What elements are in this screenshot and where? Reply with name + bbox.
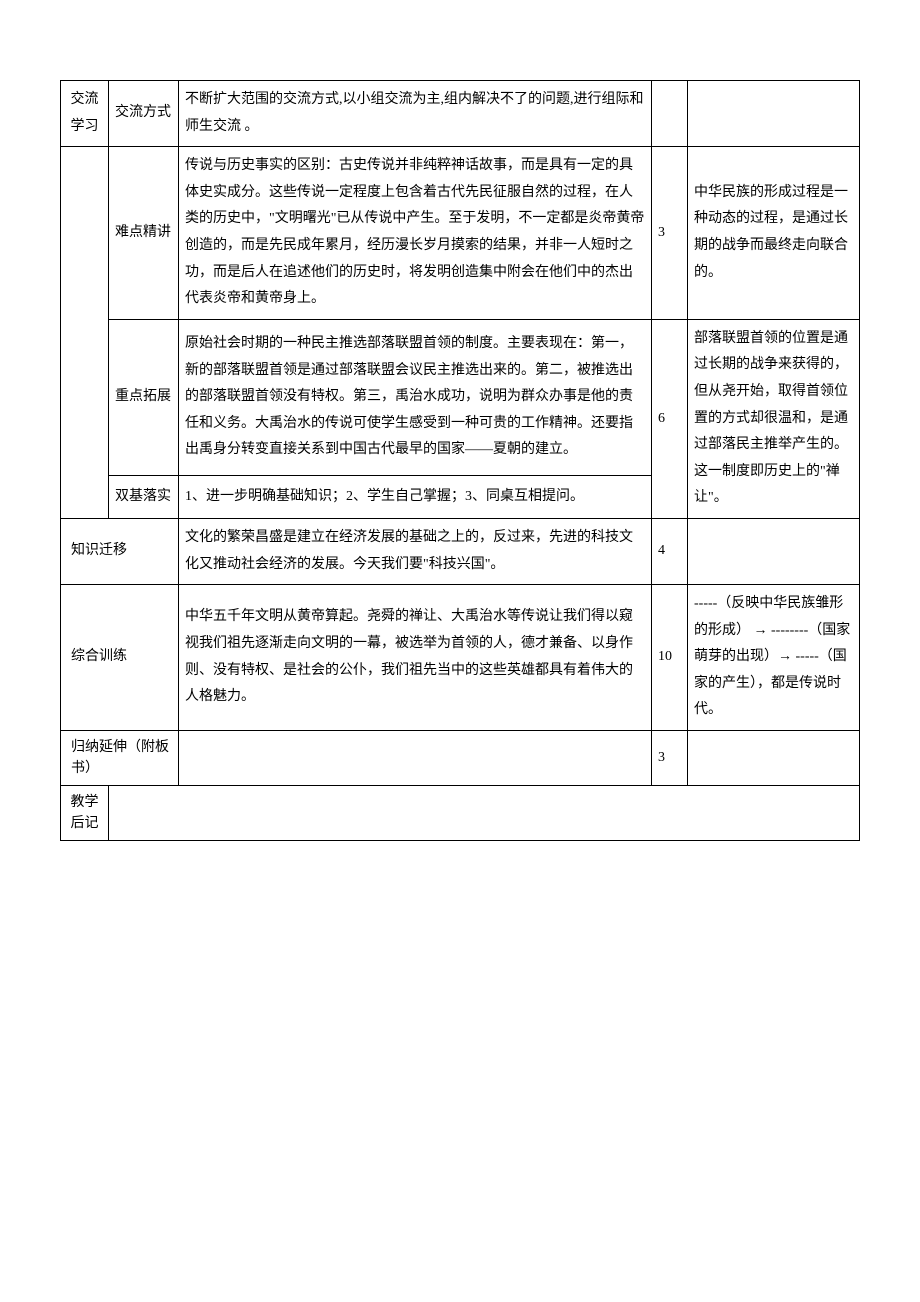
cell-note: 部落联盟首领的位置是通过长期的战争来获得的，但从尧开始，取得首领位置的方式却很温… xyxy=(688,319,860,518)
cell-content: 传说与历史事实的区别：古史传说并非纯粹神话故事，而是具有一定的具体史实成分。这些… xyxy=(179,147,652,320)
cell-time: 3 xyxy=(652,147,688,320)
cell-section-merged: 综合训练 xyxy=(61,585,179,731)
cell-section: 交流学习 xyxy=(61,81,109,147)
cell-section: 教学后记 xyxy=(61,786,109,841)
cell-label: 交流方式 xyxy=(109,81,179,147)
cell-label: 重点拓展 xyxy=(109,319,179,476)
cell-content-full xyxy=(109,786,860,841)
cell-content: 1、进一步明确基础知识；2、学生自己掌握；3、同桌互相提问。 xyxy=(179,476,652,519)
cell-content: 原始社会时期的一种民主推选部落联盟首领的制度。主要表现在：第一，新的部落联盟首领… xyxy=(179,319,652,476)
table-row: 教学后记 xyxy=(61,786,860,841)
table-row: 难点精讲 传说与历史事实的区别：古史传说并非纯粹神话故事，而是具有一定的具体史实… xyxy=(61,147,860,320)
cell-section xyxy=(61,147,109,519)
cell-time: 3 xyxy=(652,731,688,786)
cell-note xyxy=(688,81,860,147)
cell-section-merged: 知识迁移 xyxy=(61,518,179,584)
table-row: 知识迁移 文化的繁荣昌盛是建立在经济发展的基础之上的，反过来，先进的科技文化又推… xyxy=(61,518,860,584)
cell-section-merged: 归纳延伸（附板书） xyxy=(61,731,179,786)
cell-content xyxy=(179,731,652,786)
cell-label: 难点精讲 xyxy=(109,147,179,320)
cell-content: 中华五千年文明从黄帝算起。尧舜的禅让、大禹治水等传说让我们得以窥视我们祖先逐渐走… xyxy=(179,585,652,731)
table-row: 重点拓展 原始社会时期的一种民主推选部落联盟首领的制度。主要表现在：第一，新的部… xyxy=(61,319,860,476)
cell-note: 中华民族的形成过程是一种动态的过程，是通过长期的战争而最终走向联合的。 xyxy=(688,147,860,320)
cell-label: 双基落实 xyxy=(109,476,179,519)
lesson-plan-table: 交流学习 交流方式 不断扩大范围的交流方式,以小组交流为主,组内解决不了的问题,… xyxy=(60,80,860,841)
cell-time xyxy=(652,81,688,147)
cell-content: 文化的繁荣昌盛是建立在经济发展的基础之上的，反过来，先进的科技文化又推动社会经济… xyxy=(179,518,652,584)
cell-time: 10 xyxy=(652,585,688,731)
table-row: 归纳延伸（附板书） 3 xyxy=(61,731,860,786)
cell-note xyxy=(688,731,860,786)
table-row: 交流学习 交流方式 不断扩大范围的交流方式,以小组交流为主,组内解决不了的问题,… xyxy=(61,81,860,147)
cell-note: -----（反映中华民族雏形的形成） → --------（国家萌芽的出现）→ … xyxy=(688,585,860,731)
cell-time: 6 xyxy=(652,319,688,518)
cell-note xyxy=(688,518,860,584)
cell-content: 不断扩大范围的交流方式,以小组交流为主,组内解决不了的问题,进行组际和师生交流 … xyxy=(179,81,652,147)
table-row: 综合训练 中华五千年文明从黄帝算起。尧舜的禅让、大禹治水等传说让我们得以窥视我们… xyxy=(61,585,860,731)
cell-time: 4 xyxy=(652,518,688,584)
